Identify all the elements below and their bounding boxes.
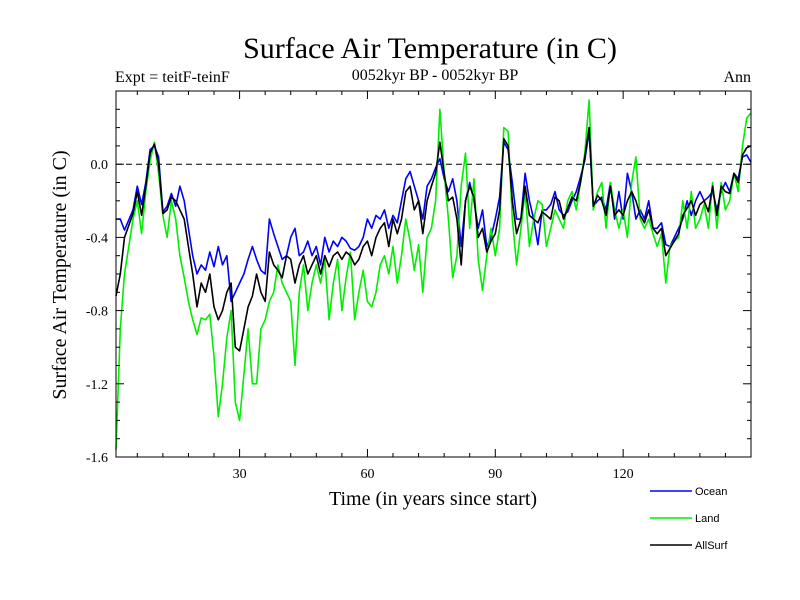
x-tick-label: 120 (613, 467, 634, 482)
time-range-label: 0052kyr BP - 0052kyr BP (352, 67, 519, 84)
experiment-label: Expt = teitF-teinF (115, 69, 230, 86)
x-axis-label: Time (in years since start) (329, 488, 537, 510)
y-tick-label: -0.8 (86, 305, 108, 320)
x-tick-label: 90 (488, 467, 502, 482)
x-tick-label: 60 (360, 467, 374, 482)
y-axis-label: Surface Air Temperature (in C) (49, 150, 71, 399)
y-tick-label: 0.0 (91, 158, 109, 173)
chart-title: Surface Air Temperature (in C) (243, 32, 617, 65)
legend-label-allsurf: AllSurf (695, 540, 728, 552)
x-tick-label: 30 (233, 467, 247, 482)
y-tick-label: -0.4 (86, 231, 108, 246)
plot-frame (115, 90, 752, 458)
series-line-land (115, 99, 752, 450)
legend: Ocean Land AllSurf (650, 486, 728, 552)
season-label: Ann (723, 69, 751, 86)
legend-label-land: Land (695, 513, 719, 525)
legend-label-ocean: Ocean (695, 486, 727, 498)
y-tick-label: -1.2 (86, 378, 108, 393)
series-line-allsurf (115, 126, 752, 352)
plot-area: 30 60 90 120 -1.6 -1.2 -0.8 -0.4 0.0 (86, 90, 752, 482)
y-tick-label: -1.6 (86, 451, 108, 466)
